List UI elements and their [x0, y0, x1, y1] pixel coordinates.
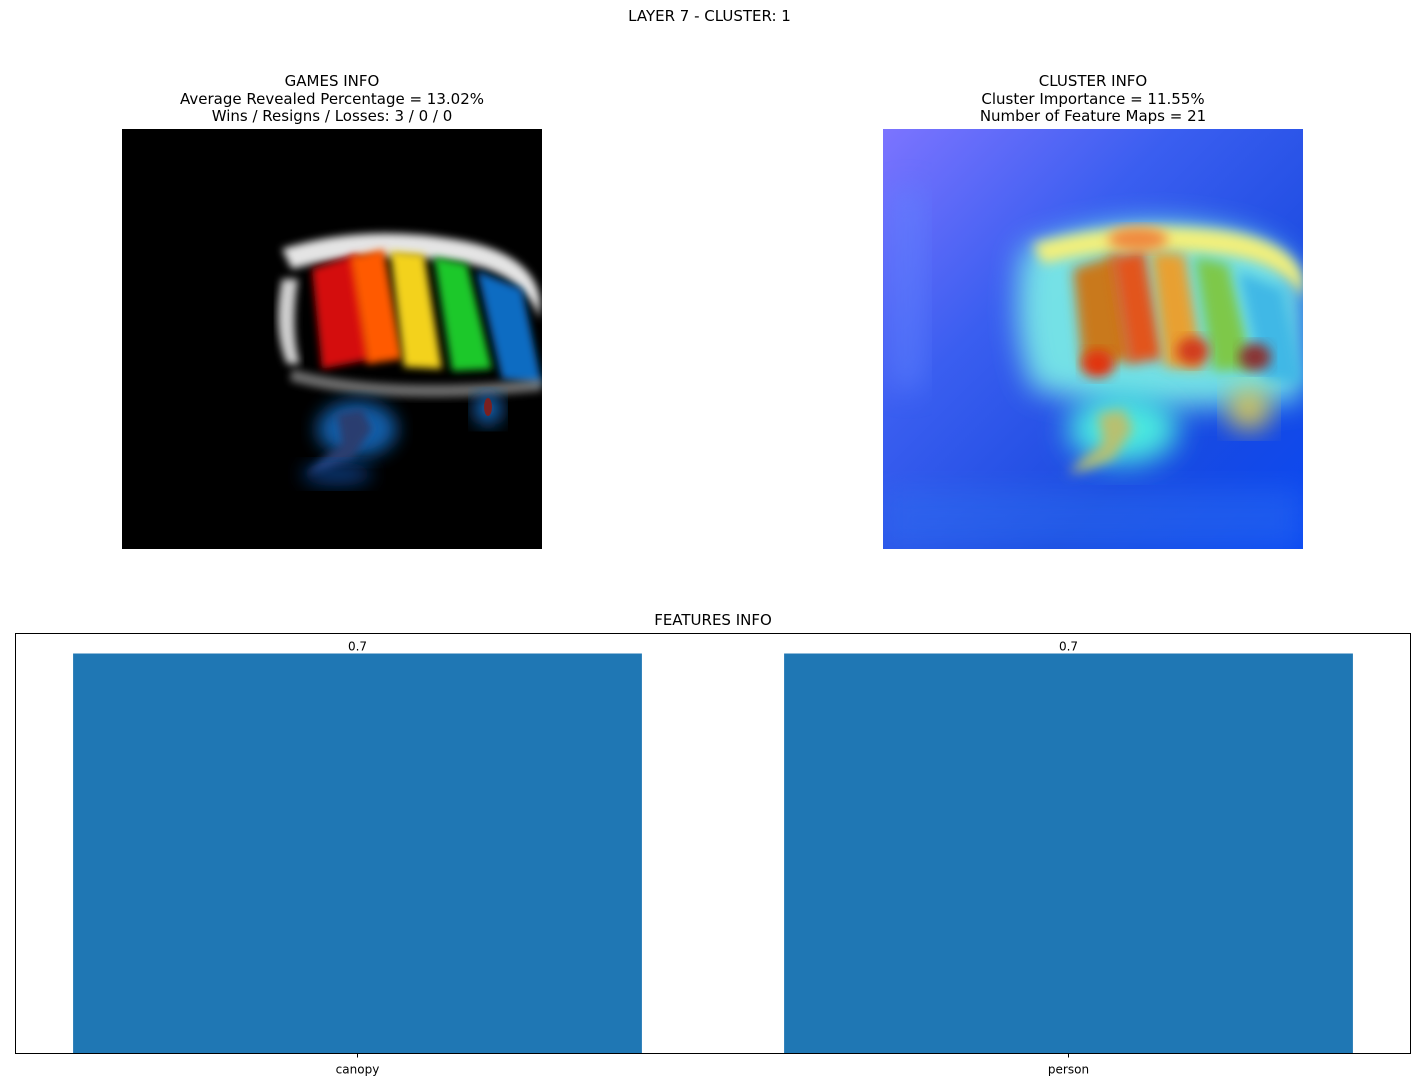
- bar-canopy: [73, 653, 642, 1054]
- bar-value-label-canopy: 0.7: [348, 640, 367, 654]
- cluster-info-feature-maps: Number of Feature Maps = 21: [979, 107, 1207, 125]
- games-info-title: GAMES INFO: [284, 72, 380, 90]
- cluster-heatmap-image: [883, 129, 1303, 549]
- x-tick-label-person: person: [1048, 1063, 1089, 1077]
- figure-title: LAYER 7 - CLUSTER: 1: [628, 7, 791, 25]
- bar-value-label-person: 0.7: [1059, 640, 1078, 654]
- cluster-info-importance: Cluster Importance = 11.55%: [981, 89, 1205, 108]
- x-tick-label-canopy: canopy: [336, 1063, 380, 1077]
- features-info-title: FEATURES INFO: [654, 611, 772, 629]
- x-ticks-layer: canopy person: [336, 1053, 1089, 1077]
- bar-person: [784, 653, 1353, 1054]
- games-info-title-block: GAMES INFO Average Revealed Percentage =…: [82, 72, 582, 126]
- cluster-info-title: CLUSTER INFO: [1038, 72, 1148, 90]
- heatmap-parachute-illustration: [883, 129, 1303, 549]
- games-info-revealed: Average Revealed Percentage = 13.02%: [179, 89, 484, 108]
- masked-parachute-illustration: [122, 129, 542, 549]
- games-masked-image: [122, 129, 542, 549]
- cluster-info-title-block: CLUSTER INFO Cluster Importance = 11.55%…: [843, 72, 1343, 126]
- bars-layer: 0.7 0.7: [73, 640, 1353, 1054]
- games-info-record: Wins / Resigns / Losses: 3 / 0 / 0: [211, 107, 453, 125]
- axes-frame: [15, 633, 1411, 1054]
